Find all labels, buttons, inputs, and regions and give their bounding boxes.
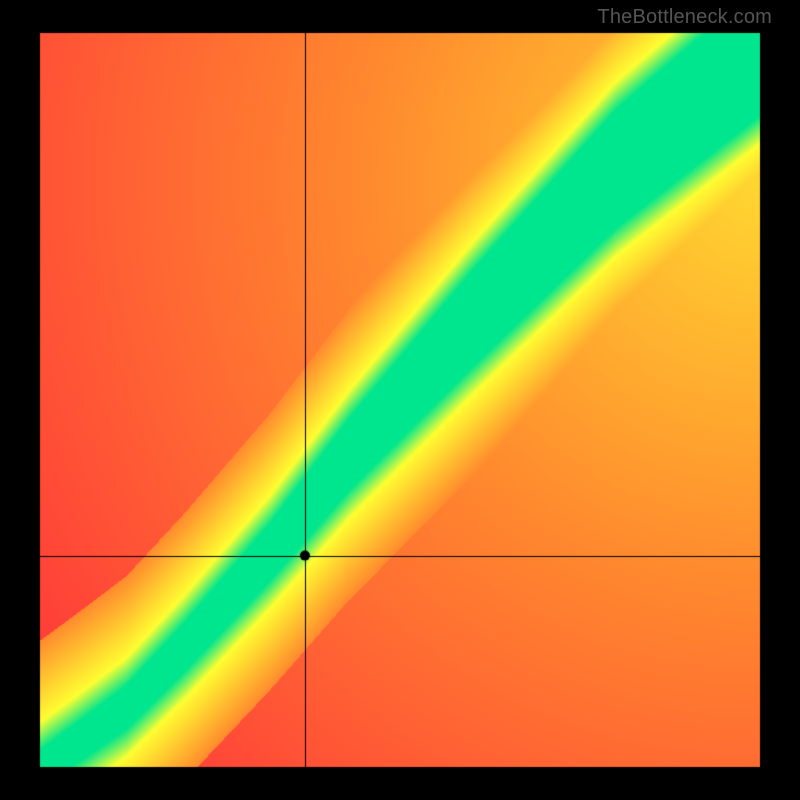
heatmap-canvas bbox=[0, 0, 800, 800]
chart-container: TheBottleneck.com bbox=[0, 0, 800, 800]
